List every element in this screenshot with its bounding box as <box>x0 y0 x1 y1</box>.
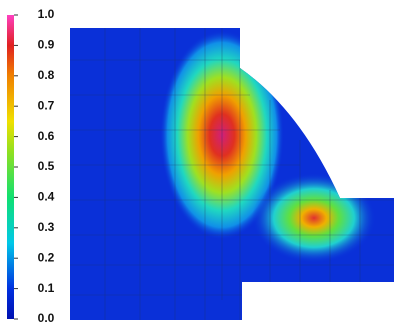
colorbar-tick-label: 0.7 <box>38 98 55 112</box>
colorbar-tick-label: 0.0 <box>38 311 55 324</box>
colorbar-tick-label: 0.1 <box>38 281 55 295</box>
colorbar-tick-label: 0.6 <box>38 129 55 143</box>
colorbar-tick-label: 0.5 <box>38 159 55 173</box>
colorbar-tick-label: 1.0 <box>38 7 55 21</box>
colorbar-tick-label: 0.8 <box>38 68 55 82</box>
colorbar-ticks: 0.0 0.1 0.2 0.3 0.4 0.5 0.6 0.7 0.8 0.9 1.0 <box>14 7 55 324</box>
colorbar <box>7 15 14 319</box>
colorbar-tick-label: 0.2 <box>38 250 55 264</box>
colorbar-tick-label: 0.3 <box>38 220 55 234</box>
colorbar-tick-label: 0.9 <box>38 38 55 52</box>
colorbar-tick-label: 0.4 <box>38 190 55 204</box>
field <box>70 28 394 320</box>
